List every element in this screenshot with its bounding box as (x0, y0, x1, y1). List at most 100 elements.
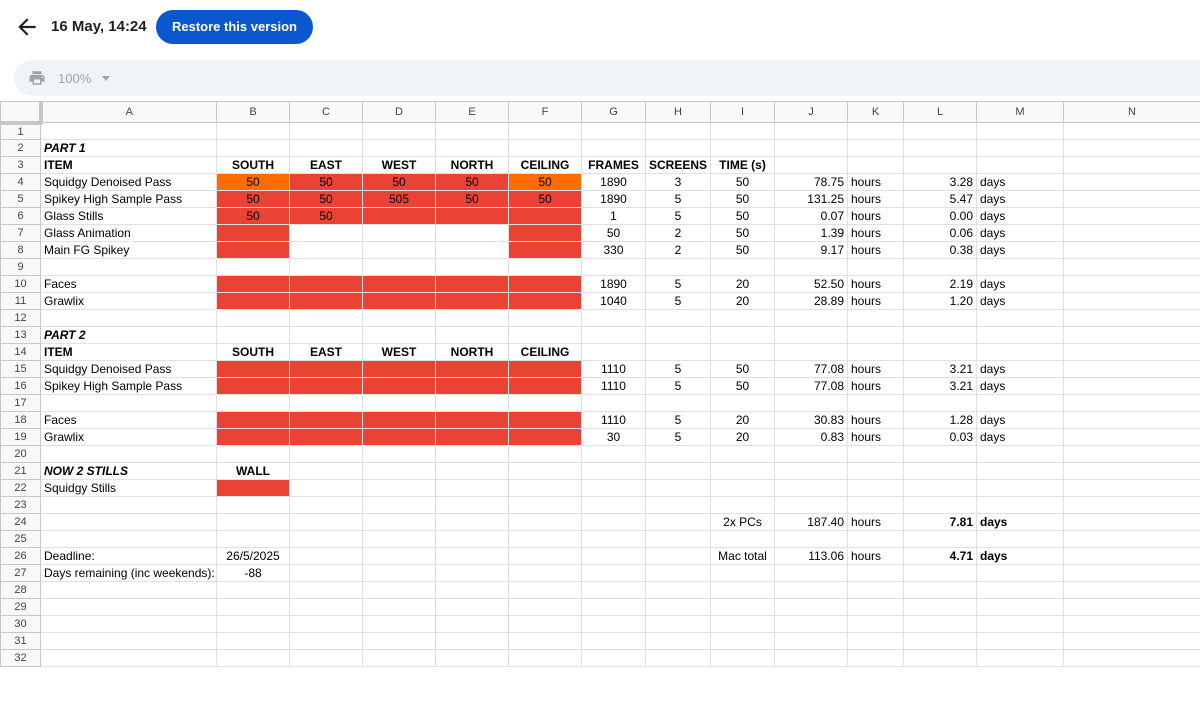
cell-j29[interactable] (774, 598, 848, 616)
cell-a5[interactable]: Spikey High Sample Pass (40, 190, 217, 208)
column-header-k[interactable]: K (847, 101, 904, 123)
cell-f25[interactable] (508, 530, 582, 548)
cell-j28[interactable] (774, 581, 848, 599)
cell-k2[interactable] (847, 139, 904, 157)
cell-m13[interactable] (976, 326, 1064, 344)
cell-n18[interactable] (1063, 411, 1200, 429)
cell-d30[interactable] (362, 615, 436, 633)
cell-j19[interactable]: 0.83 (774, 428, 848, 446)
cell-g32[interactable] (581, 649, 646, 667)
cell-a29[interactable] (40, 598, 217, 616)
cell-g3[interactable]: FRAMES (581, 156, 646, 174)
cell-a11[interactable]: Grawlix (40, 292, 217, 310)
cell-l4[interactable]: 3.28 (903, 173, 977, 191)
cell-l14[interactable] (903, 343, 977, 361)
cell-h13[interactable] (645, 326, 711, 344)
cell-c6[interactable]: 50 (289, 207, 363, 225)
cell-i2[interactable] (710, 139, 775, 157)
cell-a3[interactable]: ITEM (40, 156, 217, 174)
cell-j16[interactable]: 77.08 (774, 377, 848, 395)
cell-e13[interactable] (435, 326, 509, 344)
row-header[interactable]: 19 (0, 428, 41, 446)
cell-f6[interactable] (508, 207, 582, 225)
cell-l1[interactable] (903, 122, 977, 140)
cell-h32[interactable] (645, 649, 711, 667)
cell-i24[interactable]: 2x PCs (710, 513, 775, 531)
cell-n11[interactable] (1063, 292, 1200, 310)
cell-n9[interactable] (1063, 258, 1200, 276)
cell-n5[interactable] (1063, 190, 1200, 208)
cell-e11[interactable] (435, 292, 509, 310)
column-header-a[interactable]: A (40, 101, 217, 123)
cell-h22[interactable] (645, 479, 711, 497)
cell-n3[interactable] (1063, 156, 1200, 174)
cell-n26[interactable] (1063, 547, 1200, 565)
cell-i10[interactable]: 20 (710, 275, 775, 293)
cell-m26[interactable]: days (976, 547, 1064, 565)
cell-k16[interactable]: hours (847, 377, 904, 395)
cell-j7[interactable]: 1.39 (774, 224, 848, 242)
cell-n12[interactable] (1063, 309, 1200, 327)
row-header[interactable]: 1 (0, 122, 41, 140)
cell-n10[interactable] (1063, 275, 1200, 293)
cell-i29[interactable] (710, 598, 775, 616)
cell-l20[interactable] (903, 445, 977, 463)
cell-n19[interactable] (1063, 428, 1200, 446)
cell-l7[interactable]: 0.06 (903, 224, 977, 242)
cell-c20[interactable] (289, 445, 363, 463)
row-header[interactable]: 29 (0, 598, 41, 616)
column-header-g[interactable]: G (581, 101, 646, 123)
cell-b13[interactable] (216, 326, 290, 344)
cell-g9[interactable] (581, 258, 646, 276)
cell-n23[interactable] (1063, 496, 1200, 514)
cell-c18[interactable] (289, 411, 363, 429)
cell-h19[interactable]: 5 (645, 428, 711, 446)
cell-j14[interactable] (774, 343, 848, 361)
cell-a25[interactable] (40, 530, 217, 548)
cell-n4[interactable] (1063, 173, 1200, 191)
cell-a19[interactable]: Grawlix (40, 428, 217, 446)
cell-l23[interactable] (903, 496, 977, 514)
cell-e23[interactable] (435, 496, 509, 514)
cell-k15[interactable]: hours (847, 360, 904, 378)
row-header[interactable]: 20 (0, 445, 41, 463)
cell-c15[interactable] (289, 360, 363, 378)
cell-d5[interactable]: 505 (362, 190, 436, 208)
cell-m22[interactable] (976, 479, 1064, 497)
restore-version-button[interactable]: Restore this version (156, 10, 313, 44)
cell-j22[interactable] (774, 479, 848, 497)
cell-a8[interactable]: Main FG Spikey (40, 241, 217, 259)
cell-l6[interactable]: 0.00 (903, 207, 977, 225)
cell-k32[interactable] (847, 649, 904, 667)
cell-m16[interactable]: days (976, 377, 1064, 395)
cell-k29[interactable] (847, 598, 904, 616)
cell-h28[interactable] (645, 581, 711, 599)
cell-e9[interactable] (435, 258, 509, 276)
cell-k3[interactable] (847, 156, 904, 174)
cell-g11[interactable]: 1040 (581, 292, 646, 310)
cell-c25[interactable] (289, 530, 363, 548)
cell-k26[interactable]: hours (847, 547, 904, 565)
cell-c29[interactable] (289, 598, 363, 616)
cell-f31[interactable] (508, 632, 582, 650)
column-header-m[interactable]: M (976, 101, 1064, 123)
cell-l16[interactable]: 3.21 (903, 377, 977, 395)
cell-g20[interactable] (581, 445, 646, 463)
cell-g17[interactable] (581, 394, 646, 412)
cell-g7[interactable]: 50 (581, 224, 646, 242)
cell-l25[interactable] (903, 530, 977, 548)
row-header[interactable]: 4 (0, 173, 41, 191)
cell-g15[interactable]: 1110 (581, 360, 646, 378)
cell-m6[interactable]: days (976, 207, 1064, 225)
cell-k19[interactable]: hours (847, 428, 904, 446)
cell-m31[interactable] (976, 632, 1064, 650)
cell-g12[interactable] (581, 309, 646, 327)
cell-i19[interactable]: 20 (710, 428, 775, 446)
cell-d25[interactable] (362, 530, 436, 548)
cell-k12[interactable] (847, 309, 904, 327)
cell-c28[interactable] (289, 581, 363, 599)
column-header-e[interactable]: E (435, 101, 509, 123)
cell-g29[interactable] (581, 598, 646, 616)
cell-b27[interactable]: -88 (216, 564, 290, 582)
cell-l24[interactable]: 7.81 (903, 513, 977, 531)
